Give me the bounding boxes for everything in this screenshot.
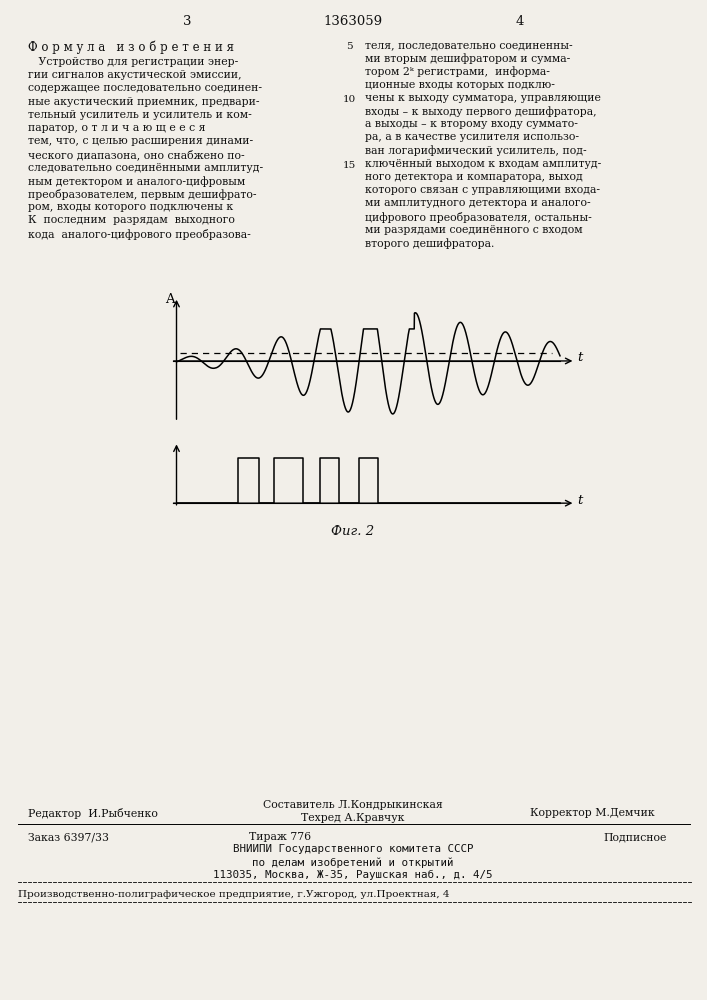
- Text: t: t: [577, 351, 583, 364]
- Text: Тираж 776: Тираж 776: [249, 832, 311, 842]
- Text: паратор, о т л и ч а ю щ е е с я: паратор, о т л и ч а ю щ е е с я: [28, 123, 206, 133]
- Text: ми амплитудного детектора и аналого-: ми амплитудного детектора и аналого-: [365, 198, 590, 208]
- Text: тем, что, с целью расширения динами-: тем, что, с целью расширения динами-: [28, 136, 253, 146]
- Text: 5: 5: [346, 42, 352, 51]
- Text: ным детектором и аналого-цифровым: ным детектором и аналого-цифровым: [28, 176, 245, 187]
- Text: следовательно соединёнными амплитуд-: следовательно соединёнными амплитуд-: [28, 163, 263, 173]
- Text: Корректор М.Демчик: Корректор М.Демчик: [530, 808, 655, 818]
- Text: Производственно-полиграфическое предприятие, г.Ужгород, ул.Проектная, 4: Производственно-полиграфическое предприя…: [18, 890, 450, 899]
- Text: второго дешифратора.: второго дешифратора.: [365, 238, 494, 249]
- Text: теля, последовательно соединенны-: теля, последовательно соединенны-: [365, 40, 573, 50]
- Text: 4: 4: [516, 15, 524, 28]
- Text: t: t: [577, 494, 583, 507]
- Text: содержащее последовательно соединен-: содержащее последовательно соединен-: [28, 83, 262, 93]
- Text: ного детектора и компаратора, выход: ного детектора и компаратора, выход: [365, 172, 583, 182]
- Text: ционные входы которых подклю-: ционные входы которых подклю-: [365, 80, 555, 90]
- Text: Редактор  И.Рыбченко: Редактор И.Рыбченко: [28, 808, 158, 819]
- Text: 15: 15: [342, 161, 356, 170]
- Text: ми вторым дешифратором и сумма-: ми вторым дешифратором и сумма-: [365, 53, 571, 64]
- Text: ческого диапазона, оно снабжено по-: ческого диапазона, оно снабжено по-: [28, 149, 245, 160]
- Text: чены к выходу сумматора, управляющие: чены к выходу сумматора, управляющие: [365, 93, 601, 103]
- Text: К  последним  разрядам  выходного: К последним разрядам выходного: [28, 215, 235, 225]
- Text: A: A: [165, 293, 175, 306]
- Text: 3: 3: [182, 15, 192, 28]
- Text: Техред А.Кравчук: Техред А.Кравчук: [301, 813, 404, 823]
- Text: ные акустический приемник, предвари-: ные акустический приемник, предвари-: [28, 97, 259, 107]
- Text: ра, а в качестве усилителя использо-: ра, а в качестве усилителя использо-: [365, 132, 579, 142]
- Text: тором 2ᵏ регистрами,  информа-: тором 2ᵏ регистрами, информа-: [365, 66, 550, 77]
- Text: цифрового преобразователя, остальны-: цифрового преобразователя, остальны-: [365, 212, 592, 223]
- Text: Составитель Л.Кондрыкинская: Составитель Л.Кондрыкинская: [263, 800, 443, 810]
- Text: 113035, Москва, Ж-35, Раушская наб., д. 4/5: 113035, Москва, Ж-35, Раушская наб., д. …: [214, 870, 493, 880]
- Text: ми разрядами соединённого с входом: ми разрядами соединённого с входом: [365, 225, 583, 235]
- Text: тельный усилитель и усилитель и ком-: тельный усилитель и усилитель и ком-: [28, 110, 252, 120]
- Text: по делам изобретений и открытий: по делам изобретений и открытий: [252, 857, 454, 867]
- Text: 1363059: 1363059: [323, 15, 382, 28]
- Text: ром, входы которого подключены к: ром, входы которого подключены к: [28, 202, 233, 212]
- Text: Фиг. 2: Фиг. 2: [332, 525, 375, 538]
- Text: Ф о р м у л а   и з о б р е т е н и я: Ф о р м у л а и з о б р е т е н и я: [28, 40, 234, 53]
- Text: Заказ 6397/33: Заказ 6397/33: [28, 832, 109, 842]
- Text: кода  аналого-цифрового преобразова-: кода аналого-цифрового преобразова-: [28, 229, 251, 240]
- Text: Подписное: Подписное: [603, 832, 667, 842]
- Text: ван логарифмический усилитель, под-: ван логарифмический усилитель, под-: [365, 146, 587, 156]
- Text: которого связан с управляющими входа-: которого связан с управляющими входа-: [365, 185, 600, 195]
- Text: преобразователем, первым дешифрато-: преобразователем, первым дешифрато-: [28, 189, 257, 200]
- Text: Устройство для регистрации энер-: Устройство для регистрации энер-: [28, 57, 238, 67]
- Text: ВНИИПИ Государственного комитета СССР: ВНИИПИ Государственного комитета СССР: [233, 844, 473, 854]
- Text: 10: 10: [342, 95, 356, 104]
- Text: входы – к выходу первого дешифратора,: входы – к выходу первого дешифратора,: [365, 106, 597, 117]
- Text: а выходы – к второму входу суммато-: а выходы – к второму входу суммато-: [365, 119, 578, 129]
- Text: ключённый выходом к входам амплитуд-: ключённый выходом к входам амплитуд-: [365, 159, 601, 169]
- Text: гии сигналов акустической эмиссии,: гии сигналов акустической эмиссии,: [28, 70, 242, 80]
